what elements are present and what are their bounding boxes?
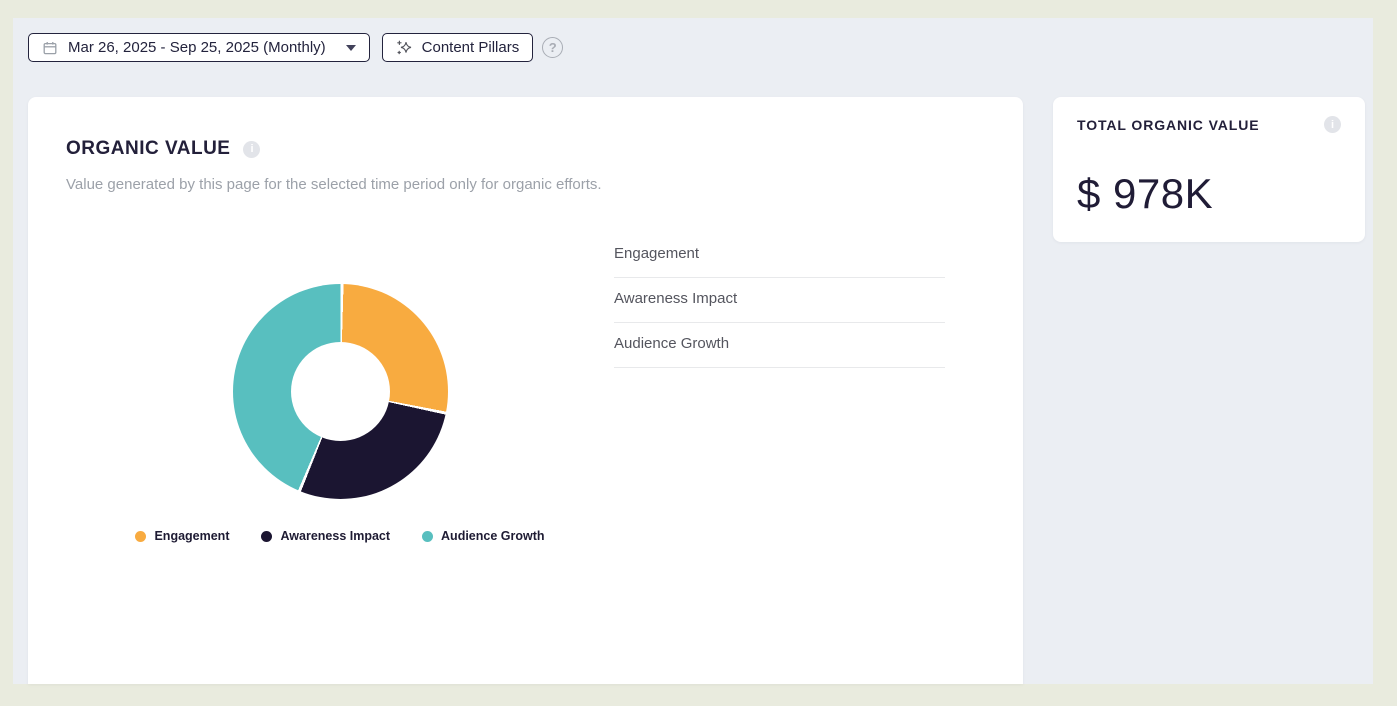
summary-header: TOTAL ORGANIC VALUE i <box>1077 116 1341 133</box>
content-pillars-button[interactable]: Content Pillars <box>381 33 534 62</box>
list-item[interactable]: Engagement <box>614 233 945 278</box>
legend-swatch <box>135 530 147 542</box>
list-item[interactable]: Audience Growth <box>614 323 945 368</box>
list-item[interactable]: Awareness Impact <box>614 278 945 323</box>
legend-label: Awareness Impact <box>280 529 391 543</box>
card-subtitle: Value generated by this page for the sel… <box>66 176 602 193</box>
chart-section: Engagement Awareness Impact Audience Gro… <box>66 233 985 543</box>
calendar-icon <box>43 41 57 54</box>
legend-item[interactable]: Awareness Impact <box>261 529 390 543</box>
card-title-row: ORGANIC VALUE i <box>66 138 985 160</box>
legend-swatch <box>261 530 273 542</box>
list-item-label: Engagement <box>614 245 700 262</box>
legend-item[interactable]: Engagement <box>135 529 229 543</box>
app-canvas: Mar 26, 2025 - Sep 25, 2025 (Monthly) Co… <box>13 18 1373 684</box>
info-icon[interactable]: i <box>1324 116 1341 133</box>
topbar: Mar 26, 2025 - Sep 25, 2025 (Monthly) Co… <box>13 18 1373 62</box>
donut-hole <box>290 342 390 441</box>
list-item-label: Audience Growth <box>614 335 730 352</box>
donut-block: Engagement Awareness Impact Audience Gro… <box>66 233 614 543</box>
info-icon[interactable]: i <box>243 140 261 158</box>
legend-swatch <box>422 530 434 542</box>
list-item-label: Awareness Impact <box>614 290 738 307</box>
legend-label: Audience Growth <box>441 529 545 543</box>
breakdown-list: Engagement Awareness Impact Audience Gro… <box>614 233 945 543</box>
content-area: ORGANIC VALUE i Value generated by this … <box>13 97 1373 684</box>
chevron-down-icon <box>345 44 356 51</box>
total-organic-value-card: TOTAL ORGANIC VALUE i $ 978K <box>1053 97 1365 242</box>
page-title: ORGANIC VALUE <box>66 138 231 159</box>
date-range-label: Mar 26, 2025 - Sep 25, 2025 (Monthly) <box>68 39 326 56</box>
summary-title: TOTAL ORGANIC VALUE <box>1077 116 1260 133</box>
date-range-button[interactable]: Mar 26, 2025 - Sep 25, 2025 (Monthly) <box>28 33 370 62</box>
legend-label: Engagement <box>154 529 230 543</box>
content-pillars-label: Content Pillars <box>421 39 520 56</box>
help-icon[interactable]: ? <box>542 37 564 58</box>
summary-value: $ 978K <box>1077 170 1214 217</box>
organic-value-card: ORGANIC VALUE i Value generated by this … <box>28 97 1023 684</box>
sparkle-icon <box>396 40 411 55</box>
chart-legend: Engagement Awareness Impact Audience Gro… <box>135 529 545 543</box>
legend-item[interactable]: Audience Growth <box>422 529 545 543</box>
donut-chart[interactable] <box>232 284 448 499</box>
right-column: TOTAL ORGANIC VALUE i $ 978K <box>1053 97 1365 242</box>
